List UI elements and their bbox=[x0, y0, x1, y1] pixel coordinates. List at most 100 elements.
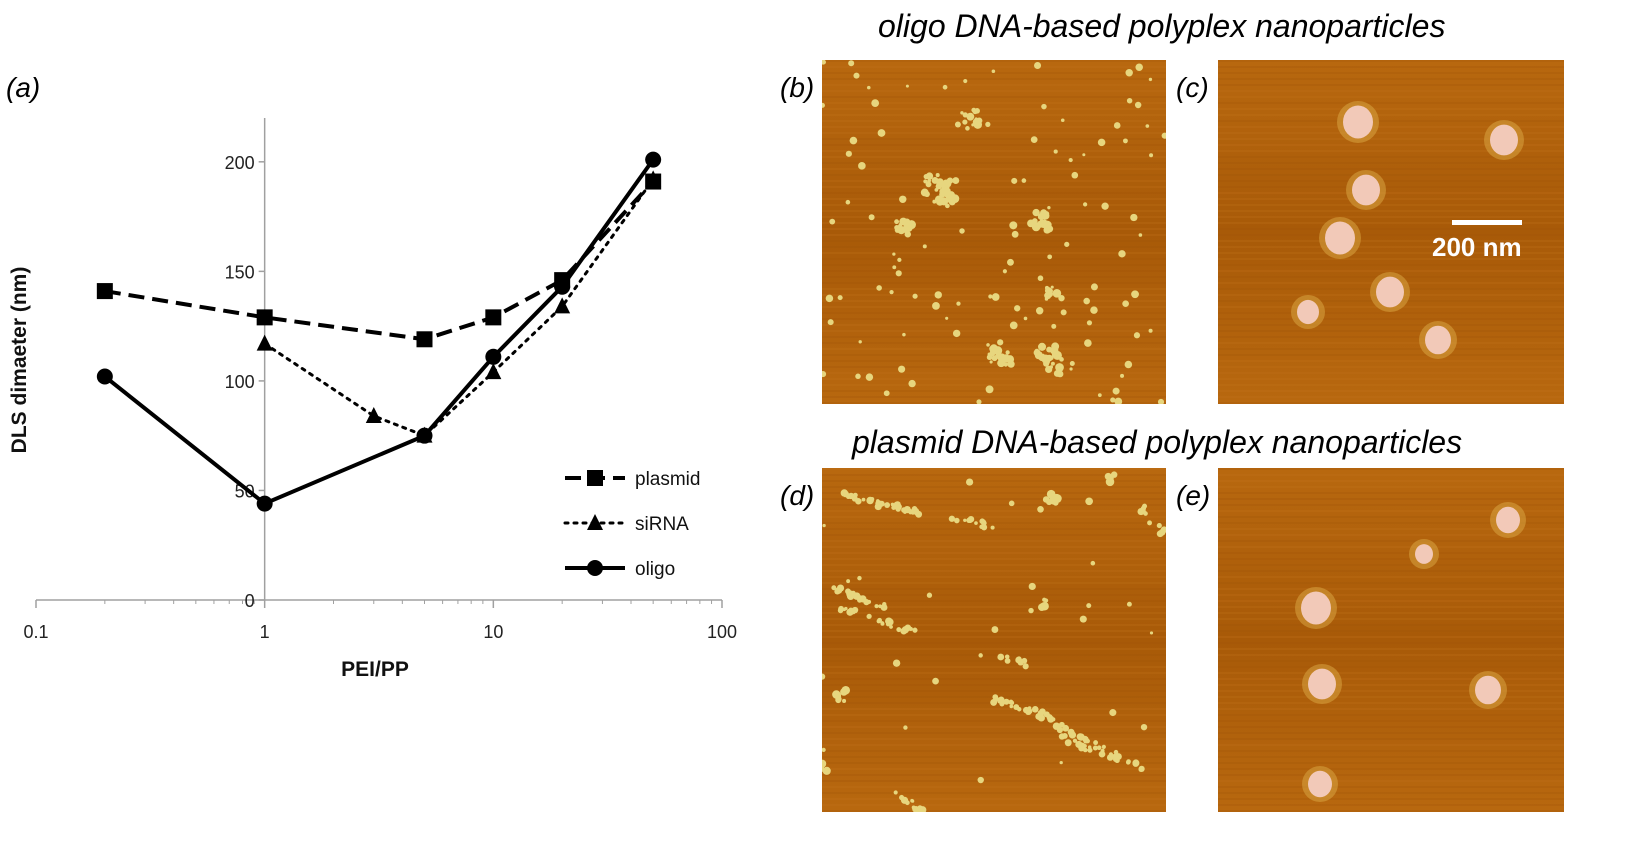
afm-scanline bbox=[822, 648, 1166, 650]
afm-aggregate bbox=[920, 188, 929, 197]
afm-scanline bbox=[1218, 186, 1564, 188]
afm-scanline bbox=[822, 588, 1166, 590]
afm-scanline bbox=[822, 534, 1166, 536]
afm-scanline bbox=[1218, 366, 1564, 368]
afm-chain-dot bbox=[967, 518, 973, 524]
afm-speck bbox=[822, 747, 826, 753]
afm-chain-dot bbox=[912, 805, 920, 812]
afm-scanline bbox=[822, 516, 1166, 518]
data-point-siRNA bbox=[256, 334, 273, 351]
afm-chain-dot bbox=[846, 592, 855, 600]
afm-scanline bbox=[822, 150, 1166, 152]
legend-label-plasmid: plasmid bbox=[635, 469, 700, 490]
afm-aggregate bbox=[894, 219, 900, 225]
x-tick-label: 0.1 bbox=[23, 622, 48, 642]
afm-speck bbox=[1028, 607, 1034, 614]
afm-speck bbox=[1120, 373, 1125, 378]
afm-chain-dot bbox=[852, 492, 858, 498]
afm-scanline bbox=[1218, 60, 1564, 62]
afm-scanline bbox=[1218, 498, 1564, 500]
afm-scanline bbox=[1218, 630, 1564, 632]
afm-aggregate bbox=[904, 231, 912, 238]
afm-speck bbox=[1084, 339, 1092, 347]
afm-speck bbox=[1037, 505, 1044, 513]
afm-scanline bbox=[822, 162, 1166, 164]
afm-scanline bbox=[822, 582, 1166, 584]
dls-line-chart: 0.1 1 10 100 0 50 100 150 200 PEI/PP DLS dimaeter … bbox=[8, 118, 737, 681]
scale-bar-label: 200 nm bbox=[1432, 232, 1522, 262]
afm-chain-dot bbox=[1009, 700, 1013, 704]
afm-speck bbox=[1101, 202, 1109, 210]
afm-scanline bbox=[822, 618, 1166, 620]
afm-particle bbox=[1475, 675, 1501, 705]
afm-scanline bbox=[1218, 672, 1564, 674]
afm-scanline bbox=[1218, 504, 1564, 506]
afm-aggregate bbox=[822, 766, 831, 775]
afm-speck bbox=[991, 69, 996, 74]
afm-chain-dot bbox=[1147, 520, 1152, 526]
afm-chain-dot bbox=[842, 490, 849, 498]
afm-speck bbox=[991, 626, 999, 633]
afm-scanline bbox=[1218, 324, 1564, 326]
afm-speck bbox=[902, 332, 906, 337]
afm-speck bbox=[857, 575, 862, 581]
afm-chain-dot bbox=[1046, 714, 1053, 721]
panel-label-d: (d) bbox=[780, 480, 815, 511]
afm-chain-dot bbox=[884, 502, 891, 508]
afm-speck bbox=[1011, 230, 1019, 238]
legend-label-siRNA: siRNA bbox=[635, 514, 689, 535]
afm-speck bbox=[1122, 300, 1129, 308]
afm-chain-dot bbox=[1096, 745, 1102, 750]
afm-chain-dot bbox=[1009, 704, 1014, 709]
y-axis-title: DLS dimaeter (nm) bbox=[8, 267, 31, 454]
afm-aggregate bbox=[1005, 350, 1010, 355]
afm-scanline bbox=[822, 738, 1166, 740]
afm-scanline bbox=[822, 108, 1166, 110]
afm-speck bbox=[822, 523, 826, 528]
afm-chain-dot bbox=[880, 604, 888, 611]
afm-speck bbox=[897, 257, 902, 263]
afm-scanline bbox=[1218, 156, 1564, 158]
afm-chain-dot bbox=[874, 604, 879, 609]
afm-speck bbox=[898, 365, 906, 373]
afm-aggregate bbox=[1003, 362, 1008, 367]
legend-marker-siRNA bbox=[587, 514, 603, 530]
afm-scanline bbox=[1218, 576, 1564, 578]
afm-speck bbox=[1060, 309, 1067, 316]
afm-speck bbox=[1007, 258, 1014, 266]
afm-scanline bbox=[822, 156, 1166, 158]
afm-aggregate bbox=[1037, 342, 1047, 351]
afm-speck bbox=[1086, 320, 1093, 326]
afm-speck bbox=[876, 285, 882, 291]
afm-scanline bbox=[1218, 492, 1564, 494]
afm-aggregate bbox=[897, 224, 902, 230]
afm-speck bbox=[853, 72, 860, 79]
afm-speck bbox=[942, 84, 948, 90]
afm-chain-dot bbox=[863, 599, 870, 606]
afm-speck bbox=[985, 385, 994, 394]
afm-scanline bbox=[1218, 624, 1564, 626]
afm-scanline bbox=[822, 186, 1166, 188]
afm-scanline bbox=[1218, 486, 1564, 488]
afm-scanline bbox=[1218, 690, 1564, 692]
afm-chain-dot bbox=[1142, 503, 1148, 509]
afm-scanline bbox=[822, 684, 1166, 686]
legend-marker-oligo bbox=[587, 560, 603, 576]
afm-scanline bbox=[1218, 126, 1564, 128]
afm-scanline bbox=[822, 780, 1166, 782]
afm-scanline bbox=[1218, 72, 1564, 74]
afm-scanline bbox=[822, 804, 1166, 806]
afm-scanline bbox=[822, 246, 1166, 248]
afm-scanline bbox=[1218, 780, 1564, 782]
afm-scanline bbox=[822, 234, 1166, 236]
afm-scanline bbox=[1218, 402, 1564, 404]
afm-scanline bbox=[1218, 360, 1564, 362]
afm-scanline bbox=[822, 270, 1166, 272]
afm-aggregate bbox=[1039, 219, 1043, 223]
afm-scanline bbox=[1218, 540, 1564, 542]
afm-aggregate bbox=[939, 197, 949, 206]
afm-scanline bbox=[822, 606, 1166, 608]
afm-speck bbox=[1114, 397, 1123, 404]
section-title-plasmid: plasmid DNA-based polyplex nanoparticles bbox=[852, 424, 1463, 460]
afm-speck bbox=[1021, 178, 1027, 183]
